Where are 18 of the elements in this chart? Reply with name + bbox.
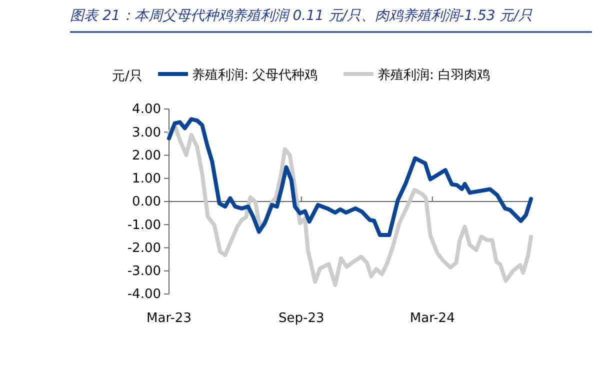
legend-label: 养殖利润: 白羽肉鸡 — [378, 67, 490, 83]
y-tick-label: -2.00 — [127, 240, 161, 256]
chart-title: 图表 21：本周父母代种鸡养殖利润 0.11 元/只、肉鸡养殖利润-1.53 元/只 — [70, 8, 532, 24]
y-tick-label: -4.00 — [127, 287, 161, 302]
y-tick-label: 2.00 — [132, 148, 161, 164]
y-tick-label: 4.00 — [132, 102, 161, 118]
y-axis-title: 元/只 — [112, 69, 142, 84]
y-tick-label: -1.00 — [127, 218, 161, 233]
line-series — [167, 122, 533, 287]
line-series — [167, 117, 533, 238]
y-tick-label: 1.00 — [132, 172, 161, 187]
x-tick-label: Mar-24 — [410, 311, 455, 326]
legend-label: 养殖利润: 父母代种鸡 — [192, 67, 318, 83]
y-tick-label: 3.00 — [132, 125, 161, 140]
x-tick-label: Mar-23 — [146, 311, 192, 326]
x-tick-label: Sep-23 — [278, 311, 324, 326]
y-tick-label: 0.00 — [132, 194, 161, 210]
y-tick-label: -3.00 — [127, 264, 161, 280]
